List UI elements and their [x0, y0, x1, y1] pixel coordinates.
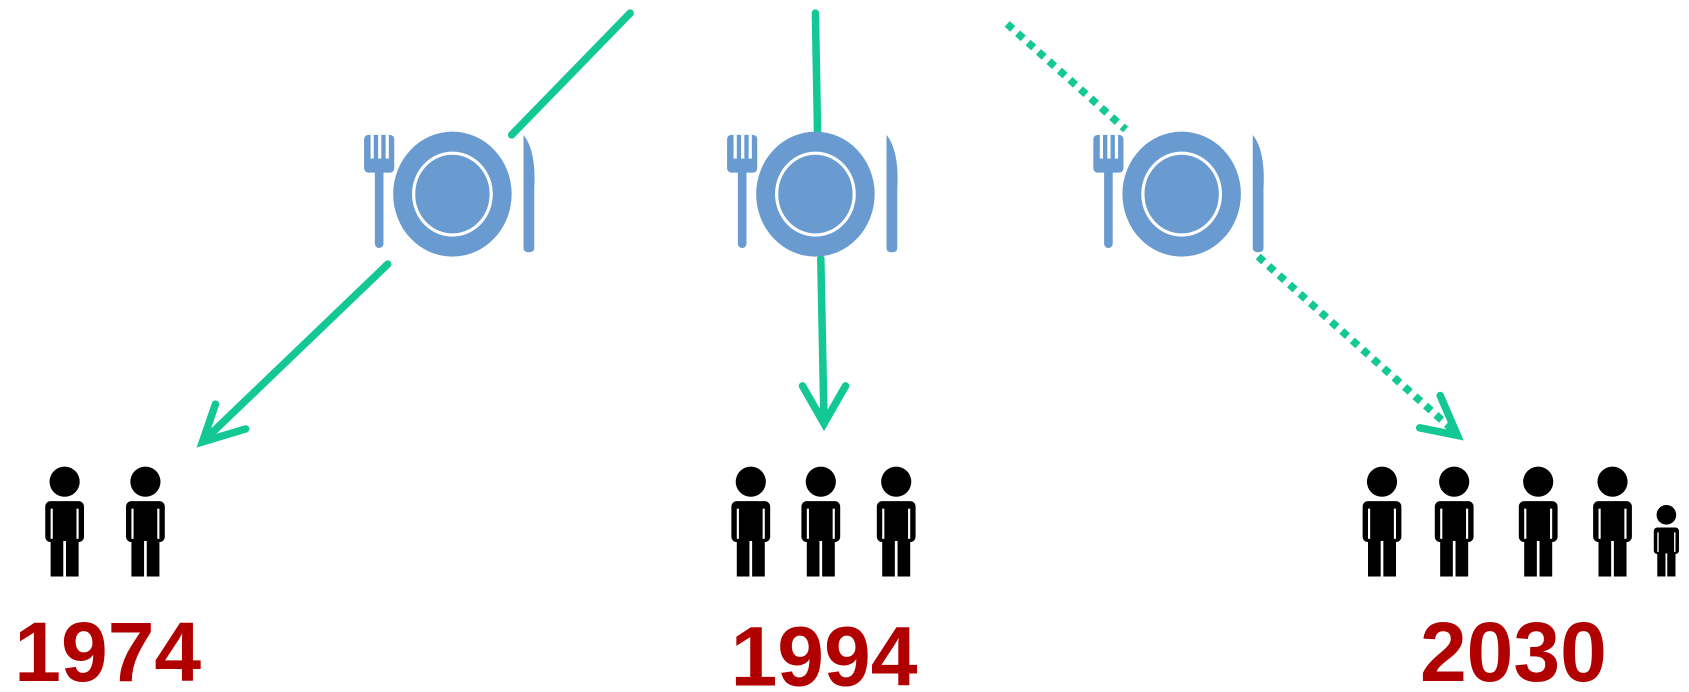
person-icon — [124, 465, 167, 578]
arrow-head — [1415, 391, 1464, 441]
arrow-line — [817, 254, 828, 428]
person-icon — [1517, 465, 1559, 578]
year-label: 1994 — [731, 609, 918, 692]
arrow-head — [798, 382, 850, 432]
year-label: 2030 — [1420, 605, 1607, 692]
person-icon — [43, 465, 86, 578]
person-icon — [875, 465, 917, 578]
person-icon — [1361, 465, 1403, 578]
person-icon — [1591, 465, 1634, 578]
plate-icon — [1091, 130, 1266, 259]
arrow-line — [811, 9, 822, 139]
arrows — [196, 9, 1464, 448]
arrow-line — [1255, 253, 1457, 434]
year-label: 1974 — [14, 605, 201, 692]
arrow-line — [507, 9, 634, 139]
arrow-line — [1004, 21, 1129, 133]
arrow-head — [196, 400, 250, 448]
plate-icon — [725, 130, 900, 259]
plate-icon — [362, 130, 537, 259]
child-icon — [1652, 504, 1680, 578]
arrow-line — [198, 260, 392, 446]
person-icon — [800, 465, 842, 578]
person-icon — [1433, 465, 1475, 578]
person-icon — [730, 465, 772, 578]
